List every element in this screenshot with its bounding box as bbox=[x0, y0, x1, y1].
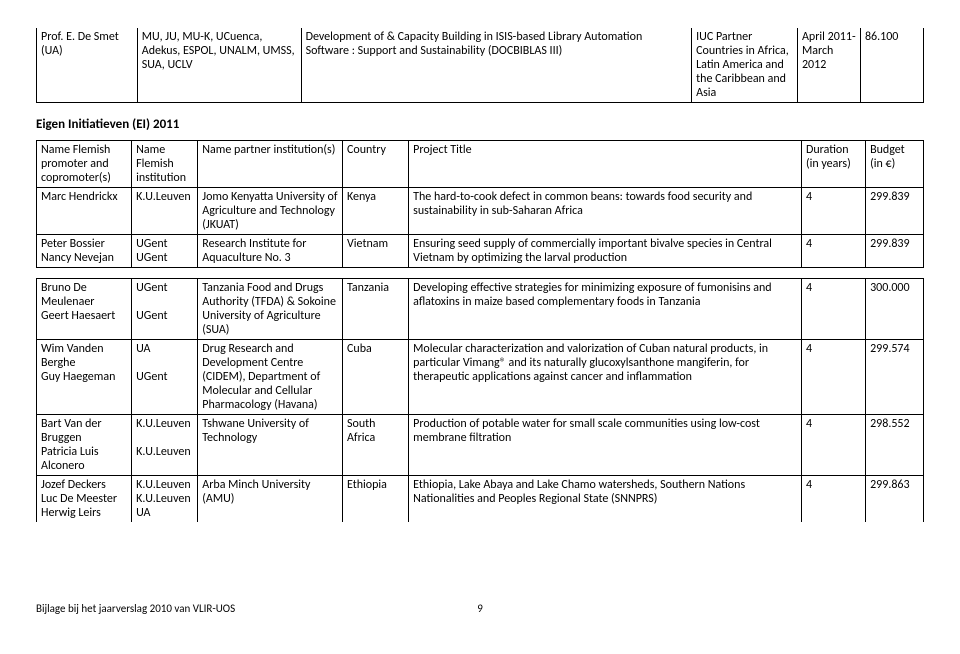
col-partner: Name partner institution(s) bbox=[198, 141, 343, 188]
cell-title: Development of & Capacity Building in IS… bbox=[301, 28, 692, 103]
cell: Ensuring seed supply of commercially imp… bbox=[409, 235, 802, 268]
cell: Drug Research and Development Centre (CI… bbox=[198, 340, 343, 415]
cell: 4 bbox=[801, 415, 865, 476]
col-country: Country bbox=[342, 141, 408, 188]
cell: UGent UGent bbox=[132, 279, 198, 340]
col-duration: Duration (in years) bbox=[801, 141, 865, 188]
cell: The hard-to-cook defect in common beans:… bbox=[409, 188, 802, 235]
ei-table-2: Bruno De Meulenaer Geert HaesaertUGent U… bbox=[36, 278, 924, 522]
cell: Production of potable water for small sc… bbox=[409, 415, 802, 476]
table-row: Peter Bossier Nancy NevejanUGent UGentRe… bbox=[37, 235, 924, 268]
cell: Tanzania Food and Drugs Authority (TFDA)… bbox=[198, 279, 343, 340]
cell: Jozef Deckers Luc De Meester Herwig Leir… bbox=[37, 476, 132, 523]
col-promoter: Name Flemish promoter and copromoter(s) bbox=[37, 141, 132, 188]
footer-text: Bijlage bij het jaarverslag 2010 van VLI… bbox=[36, 602, 450, 615]
cell: Tanzania bbox=[342, 279, 408, 340]
section-heading: Eigen Initiatieven (EI) 2011 bbox=[36, 117, 924, 132]
ei-table-1: Name Flemish promoter and copromoter(s) … bbox=[36, 140, 924, 268]
cell: 298.552 bbox=[866, 415, 924, 476]
cell: Kenya bbox=[342, 188, 408, 235]
cell: 4 bbox=[801, 476, 865, 523]
cell: Developing effective strategies for mini… bbox=[409, 279, 802, 340]
cell: Vietnam bbox=[342, 235, 408, 268]
cell: 4 bbox=[801, 279, 865, 340]
cell: Bruno De Meulenaer Geert Haesaert bbox=[37, 279, 132, 340]
cell: K.U.Leuven K.U.Leuven UA bbox=[132, 476, 198, 523]
cell: Arba Minch University (AMU) bbox=[198, 476, 343, 523]
cell: 4 bbox=[801, 188, 865, 235]
cell-promoter: Prof. E. De Smet (UA) bbox=[37, 28, 138, 103]
cell: 4 bbox=[801, 340, 865, 415]
cell: K.U.Leuven bbox=[132, 188, 198, 235]
cell: Cuba bbox=[342, 340, 408, 415]
page-number: 9 bbox=[450, 602, 510, 615]
cell: Molecular characterization and valorizat… bbox=[409, 340, 802, 415]
cell: Ethiopia bbox=[342, 476, 408, 523]
col-title: Project Title bbox=[409, 141, 802, 188]
cell: Peter Bossier Nancy Nevejan bbox=[37, 235, 132, 268]
table-row: Bruno De Meulenaer Geert HaesaertUGent U… bbox=[37, 279, 924, 340]
cell: Bart Van der Bruggen Patricia Luis Alcon… bbox=[37, 415, 132, 476]
col-institution: Name Flemish institution bbox=[132, 141, 198, 188]
top-continuation-table: Prof. E. De Smet (UA) MU, JU, MU-K, UCue… bbox=[36, 28, 924, 103]
cell: K.U.Leuven K.U.Leuven bbox=[132, 415, 198, 476]
cell: 299.839 bbox=[866, 188, 924, 235]
table-header-row: Name Flemish promoter and copromoter(s) … bbox=[37, 141, 924, 188]
table-row: Bart Van der Bruggen Patricia Luis Alcon… bbox=[37, 415, 924, 476]
cell: Tshwane University of Technology bbox=[198, 415, 343, 476]
cell: Wim Vanden Berghe Guy Haegeman bbox=[37, 340, 132, 415]
cell-country: IUC Partner Countries in Africa, Latin A… bbox=[692, 28, 798, 103]
col-budget: Budget (in €) bbox=[866, 141, 924, 188]
footer: Bijlage bij het jaarverslag 2010 van VLI… bbox=[36, 602, 924, 615]
cell: UA UGent bbox=[132, 340, 198, 415]
table-row: Prof. E. De Smet (UA) MU, JU, MU-K, UCue… bbox=[37, 28, 924, 103]
cell-budget: 86.100 bbox=[860, 28, 923, 103]
table-row: Marc HendrickxK.U.LeuvenJomo Kenyatta Un… bbox=[37, 188, 924, 235]
cell: 4 bbox=[801, 235, 865, 268]
cell: 299.574 bbox=[866, 340, 924, 415]
cell: 300.000 bbox=[866, 279, 924, 340]
cell: South Africa bbox=[342, 415, 408, 476]
cell: Marc Hendrickx bbox=[37, 188, 132, 235]
cell: Ethiopia, Lake Abaya and Lake Chamo wate… bbox=[409, 476, 802, 523]
cell: Jomo Kenyatta University of Agriculture … bbox=[198, 188, 343, 235]
cell-dates: April 2011- March 2012 bbox=[797, 28, 860, 103]
table-row: Wim Vanden Berghe Guy HaegemanUA UGentDr… bbox=[37, 340, 924, 415]
cell: Research Institute for Aquaculture No. 3 bbox=[198, 235, 343, 268]
cell: 299.839 bbox=[866, 235, 924, 268]
cell-institution: MU, JU, MU-K, UCuenca, Adekus, ESPOL, UN… bbox=[137, 28, 301, 103]
cell: UGent UGent bbox=[132, 235, 198, 268]
table-row: Jozef Deckers Luc De Meester Herwig Leir… bbox=[37, 476, 924, 523]
cell: 299.863 bbox=[866, 476, 924, 523]
